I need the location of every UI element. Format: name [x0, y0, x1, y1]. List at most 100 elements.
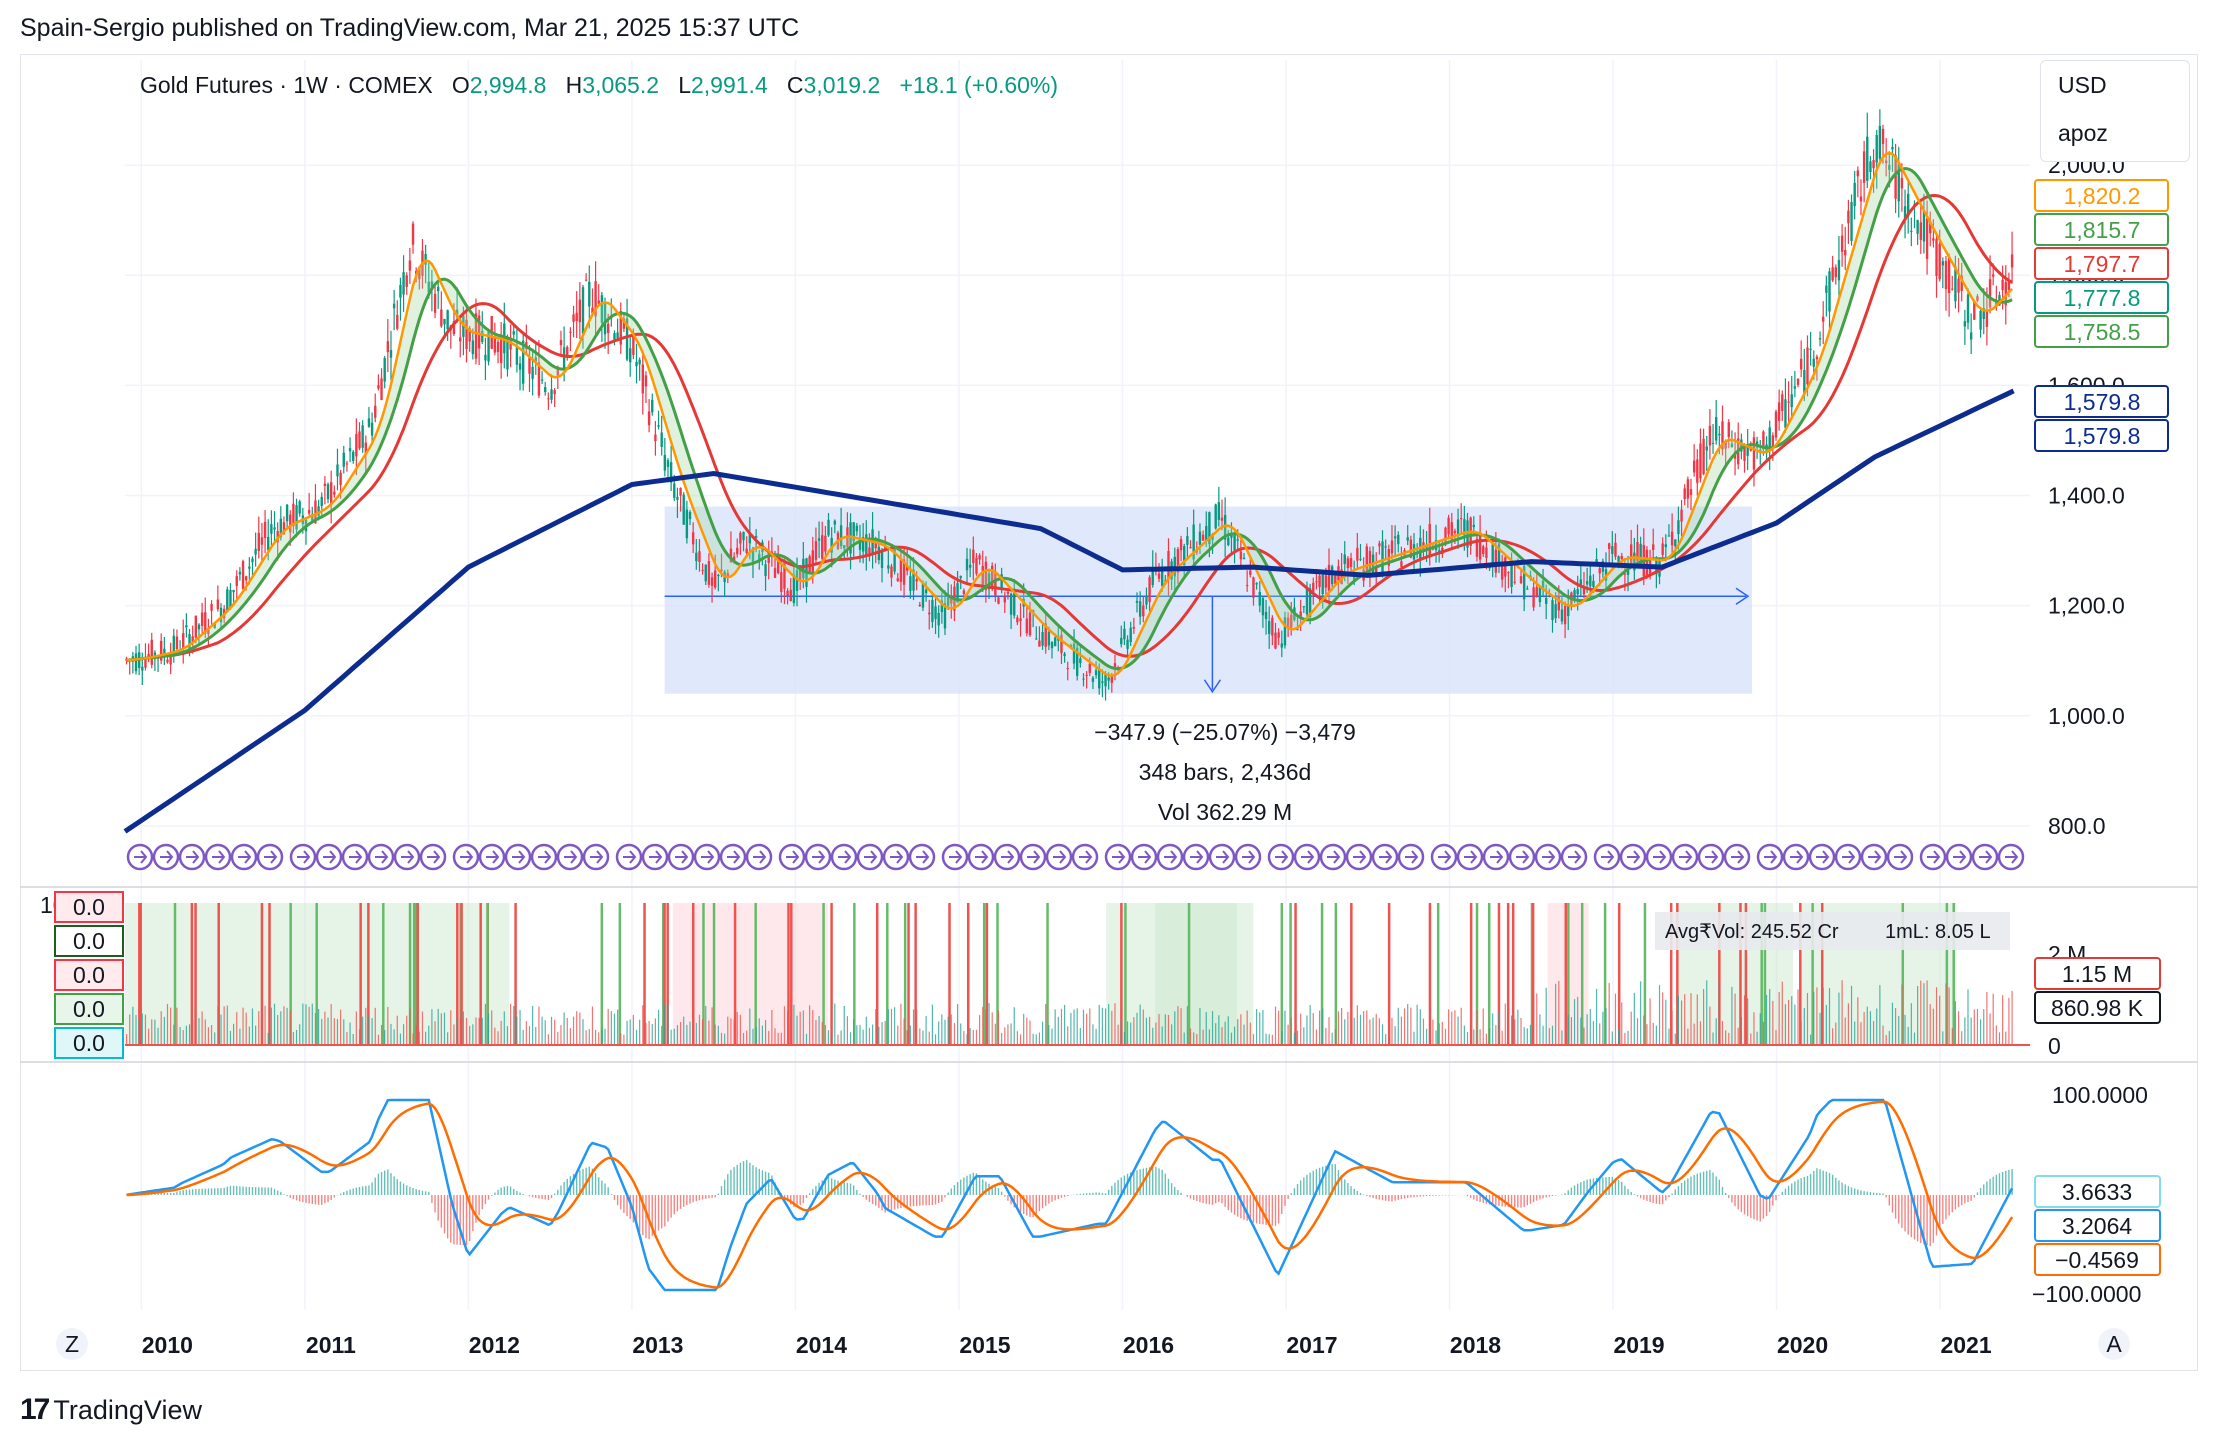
candle-body: [1466, 520, 1469, 548]
candle-body: [474, 313, 478, 359]
close-label: C: [786, 72, 804, 98]
candle-body: [1072, 643, 1076, 664]
zoom-button-bg[interactable]: [56, 1328, 88, 1360]
candle-body: [1107, 677, 1110, 681]
candle-body: [1522, 565, 1526, 600]
candle-body: [1009, 593, 1013, 615]
candle-body: [481, 330, 484, 342]
candle-body: [736, 547, 739, 555]
candle-body: [981, 565, 984, 585]
candle-body: [1944, 261, 1948, 290]
signal-marker-arrow: [1542, 850, 1556, 864]
signal-marker-arrow: [1112, 850, 1126, 864]
signal-marker-arrow: [160, 850, 174, 864]
candle-body: [647, 411, 651, 426]
signal-marker-arrow: [1979, 850, 1993, 864]
signal-marker-arrow: [349, 850, 363, 864]
tradingview-logo[interactable]: 17 TradingView: [20, 1393, 202, 1427]
signal-marker-arrow: [375, 850, 389, 864]
candle-body: [1862, 151, 1866, 183]
signal-marker-arrow: [401, 850, 415, 864]
volume-right-tag-box: [2034, 991, 2161, 1024]
signal-marker-arrow: [1627, 850, 1641, 864]
signal-marker-arrow: [1053, 850, 1067, 864]
candle-body: [1069, 645, 1073, 647]
symbol-legend[interactable]: Gold Futures · 1W · COMEX O2,994.8 H3,06…: [140, 72, 1058, 99]
candle-body: [1579, 579, 1583, 587]
zoom-button[interactable]: Z: [56, 1328, 88, 1360]
candle-body: [1689, 489, 1693, 495]
candle-body: [1629, 544, 1633, 567]
candle-body: [1264, 611, 1268, 619]
candle-body: [1919, 222, 1922, 240]
macd-pane: 100.0000 −100.0000 3.6633 3.2064 −0.4569: [125, 1082, 2161, 1307]
candle-body: [890, 566, 893, 578]
candle-body: [887, 565, 890, 569]
candle-body: [213, 624, 216, 629]
candle-body: [679, 487, 682, 496]
signal-marker-arrow: [1275, 850, 1289, 864]
candle-body: [443, 318, 446, 325]
candle-body: [1554, 604, 1557, 619]
candle-body: [1368, 550, 1372, 572]
signal-marker-arrow: [1927, 850, 1941, 864]
candle-body: [1796, 378, 1800, 385]
candle-body: [1041, 632, 1044, 646]
signal-marker-arrow: [649, 850, 663, 864]
candle-body: [1016, 617, 1019, 623]
unit-label[interactable]: apoz: [2058, 120, 2108, 146]
candle-body: [1947, 257, 1951, 294]
volume-left-tag-box: [54, 1027, 124, 1059]
signal-marker-arrow: [1894, 850, 1908, 864]
candle-body: [1645, 549, 1649, 578]
candle-body: [1425, 545, 1428, 550]
candle-body: [1460, 518, 1463, 520]
candle-body: [289, 514, 292, 533]
macd-tag-box: [2034, 1209, 2161, 1242]
signal-marker-arrow: [1568, 850, 1582, 864]
candle-body: [418, 268, 421, 280]
candle-body: [1296, 629, 1299, 631]
candle-body: [1274, 632, 1277, 649]
candle-body: [802, 558, 805, 579]
candle-body: [1409, 539, 1413, 558]
candle-body: [1349, 558, 1353, 568]
candle-body: [1189, 547, 1192, 549]
candle-body: [1667, 535, 1671, 537]
candle-body: [987, 573, 991, 590]
candle-body: [1973, 301, 1976, 320]
candle-body: [1242, 557, 1246, 560]
candle-body: [1696, 459, 1699, 483]
close-value: 3,019.2: [803, 72, 881, 98]
candle-body: [817, 538, 821, 541]
candle-body: [2007, 279, 2011, 291]
auto-scale-button-bg[interactable]: [2098, 1328, 2130, 1360]
candle-body: [1705, 446, 1708, 451]
auto-scale-button[interactable]: A: [2098, 1328, 2130, 1360]
candle-body: [399, 284, 402, 298]
candle-body: [377, 385, 380, 389]
candle-body: [553, 390, 556, 395]
candle-body: [402, 272, 405, 295]
candle-body: [1504, 557, 1507, 577]
candle-body: [1223, 514, 1227, 540]
currency-unit-box[interactable]: [2040, 60, 2190, 162]
currency-code[interactable]: USD: [2058, 72, 2107, 98]
candle-body: [956, 583, 959, 603]
macd-tag-label: −0.4569: [2055, 1247, 2139, 1273]
signal-marker-arrow: [675, 850, 689, 864]
candle-body: [1721, 421, 1724, 450]
signal-marker-arrow: [838, 850, 852, 864]
candle-body: [1727, 422, 1730, 437]
candle-body: [1812, 358, 1815, 367]
candle-body: [855, 525, 859, 532]
candle-body: [701, 569, 704, 571]
signal-marker-arrow: [512, 850, 526, 864]
candle-body: [2010, 254, 2014, 268]
candle-body: [1245, 585, 1249, 587]
candle-body: [156, 657, 160, 659]
signal-marker-arrow: [1190, 850, 1204, 864]
candle-body: [1557, 596, 1560, 611]
candle-body: [200, 612, 204, 626]
